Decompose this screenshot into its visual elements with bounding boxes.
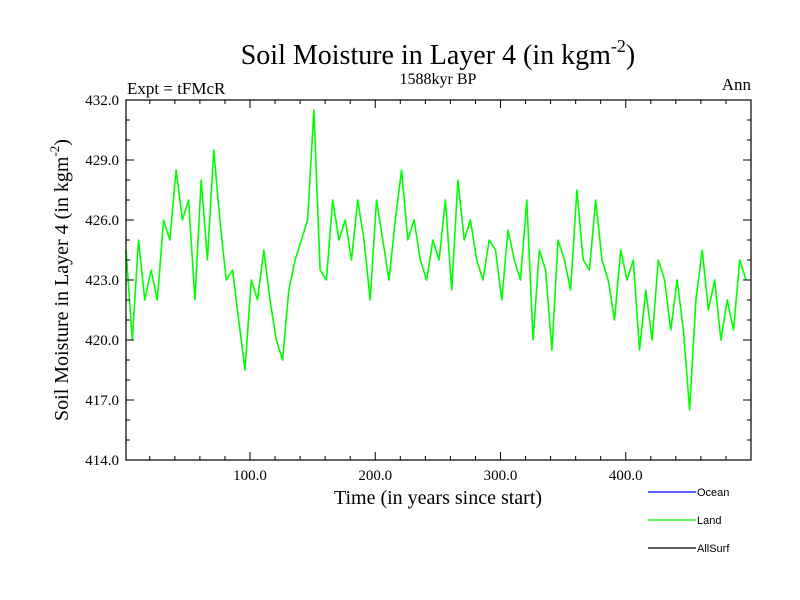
y-tick-label: 414.0 — [85, 453, 119, 469]
ticks-layer: 414.0 417.0 420.0 423.0 426.0 429.0 432.0 100.0… — [85, 93, 751, 484]
x-axis-label: Time (in years since start) — [334, 487, 542, 509]
y-axis-label: Soil Moisture in Layer 4 (in kgm-2) — [47, 139, 73, 421]
experiment-label: Expt = tFMcR — [127, 79, 226, 98]
chart-subtitle: 1588kyr BP — [400, 71, 477, 88]
y-tick-label: 420.0 — [85, 333, 119, 349]
y-tick-label: 417.0 — [85, 393, 119, 409]
x-tick-label: 300.0 — [484, 468, 518, 484]
x-tick-label: 400.0 — [609, 468, 643, 484]
x-tick-label: 100.0 — [233, 468, 267, 484]
y-tick-label: 432.0 — [85, 93, 119, 109]
season-label: Ann — [722, 75, 752, 94]
series-layer — [125, 109, 747, 411]
y-tick-label: 423.0 — [85, 273, 119, 289]
plot-frame — [125, 99, 752, 461]
legend: Ocean Land AllSurf — [648, 487, 730, 555]
x-tick-label: 200.0 — [358, 468, 392, 484]
legend-ocean-label: Ocean — [697, 487, 729, 499]
legend-land-label: Land — [697, 515, 721, 527]
y-tick-label: 429.0 — [85, 153, 119, 169]
y-tick-label: 426.0 — [85, 213, 119, 229]
legend-allsurf-label: AllSurf — [697, 543, 730, 555]
series-line-land — [125, 109, 747, 411]
chart-title: Soil Moisture in Layer 4 (in kgm-2) — [241, 36, 636, 71]
